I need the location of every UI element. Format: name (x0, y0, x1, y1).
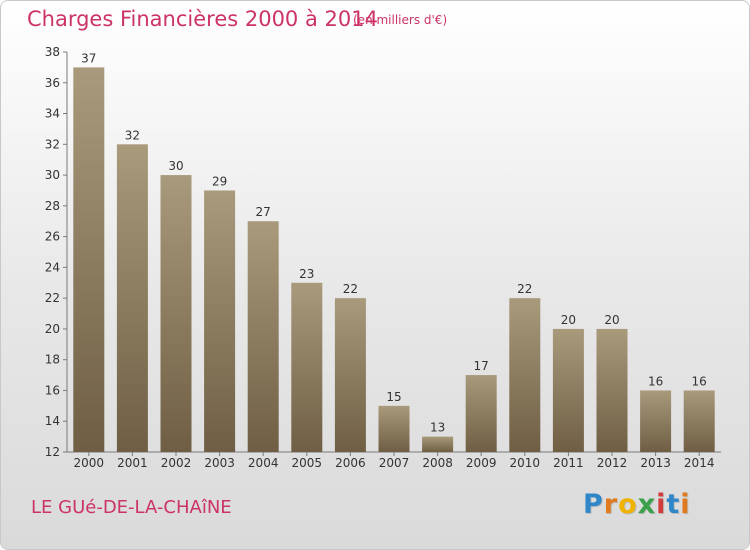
y-tick-label: 20 (45, 322, 60, 336)
logo-letter: x (637, 489, 657, 520)
bar-value-label: 16 (648, 374, 663, 388)
bar-2004 (247, 221, 279, 452)
y-tick-label: 32 (45, 137, 60, 151)
x-tick-label: 2002 (161, 456, 192, 470)
bar-2001 (116, 144, 148, 453)
bar-value-label: 32 (125, 128, 140, 142)
bar-2008 (422, 436, 454, 452)
bar-2014 (683, 390, 715, 452)
y-tick-label: 22 (45, 291, 60, 305)
bar-value-label: 22 (343, 282, 358, 296)
x-tick-label: 2003 (204, 456, 235, 470)
bar-value-label: 15 (386, 390, 401, 404)
y-tick-label: 16 (45, 383, 60, 397)
y-tick-label: 30 (45, 168, 60, 182)
bar-value-label: 20 (561, 313, 576, 327)
logo-letter: i (656, 489, 667, 520)
proxiti-logo: Proxiti (583, 489, 691, 520)
bar-value-label: 27 (256, 205, 271, 219)
bar-value-label: 37 (81, 51, 96, 65)
chart-subtitle: (en milliers d'€) (353, 13, 448, 27)
x-tick-label: 2005 (292, 456, 323, 470)
bar-value-label: 16 (692, 374, 707, 388)
x-tick-label: 2000 (74, 456, 105, 470)
x-tick-label: 2009 (466, 456, 497, 470)
x-tick-label: 2011 (553, 456, 584, 470)
bar-2000 (73, 67, 105, 452)
bar-2011 (552, 328, 584, 452)
bar-2003 (204, 190, 236, 452)
y-tick-label: 26 (45, 230, 60, 244)
x-tick-label: 2004 (248, 456, 279, 470)
logo-letter: P (583, 489, 604, 520)
bar-value-label: 20 (604, 313, 619, 327)
logo-letter: t (666, 489, 681, 520)
y-tick-label: 24 (45, 260, 60, 274)
y-tick-label: 12 (45, 445, 60, 459)
logo-letter: i (680, 489, 691, 520)
bar-2013 (640, 390, 672, 452)
bar-2007 (378, 405, 410, 452)
bar-2006 (334, 298, 366, 452)
x-tick-label: 2010 (510, 456, 541, 470)
x-tick-label: 2014 (684, 456, 715, 470)
y-tick-label: 34 (45, 107, 60, 121)
bar-2009 (465, 375, 497, 452)
y-tick-label: 28 (45, 199, 60, 213)
y-tick-label: 38 (45, 45, 60, 59)
x-tick-label: 2007 (379, 456, 410, 470)
x-tick-label: 2008 (422, 456, 453, 470)
x-tick-label: 2012 (597, 456, 628, 470)
bar-2012 (596, 328, 628, 452)
y-tick-label: 14 (45, 414, 60, 428)
bar-2002 (160, 175, 192, 453)
chart-title: Charges Financières 2000 à 2014 (27, 7, 378, 31)
bar-value-label: 17 (474, 359, 489, 373)
bar-value-label: 13 (430, 421, 445, 435)
x-tick-label: 2006 (335, 456, 366, 470)
place-name: LE GUé-DE-LA-CHAîNE (31, 497, 232, 518)
y-tick-label: 36 (45, 76, 60, 90)
x-tick-label: 2001 (117, 456, 148, 470)
y-tick-label: 18 (45, 353, 60, 367)
bar-2010 (509, 298, 541, 452)
logo-letter: o (618, 489, 638, 520)
bar-value-label: 22 (517, 282, 532, 296)
bar-2005 (291, 282, 323, 452)
bar-value-label: 29 (212, 174, 227, 188)
logo-letter: r (603, 489, 619, 520)
bar-value-label: 30 (168, 159, 183, 173)
x-tick-label: 2013 (640, 456, 671, 470)
bar-value-label: 23 (299, 267, 314, 281)
